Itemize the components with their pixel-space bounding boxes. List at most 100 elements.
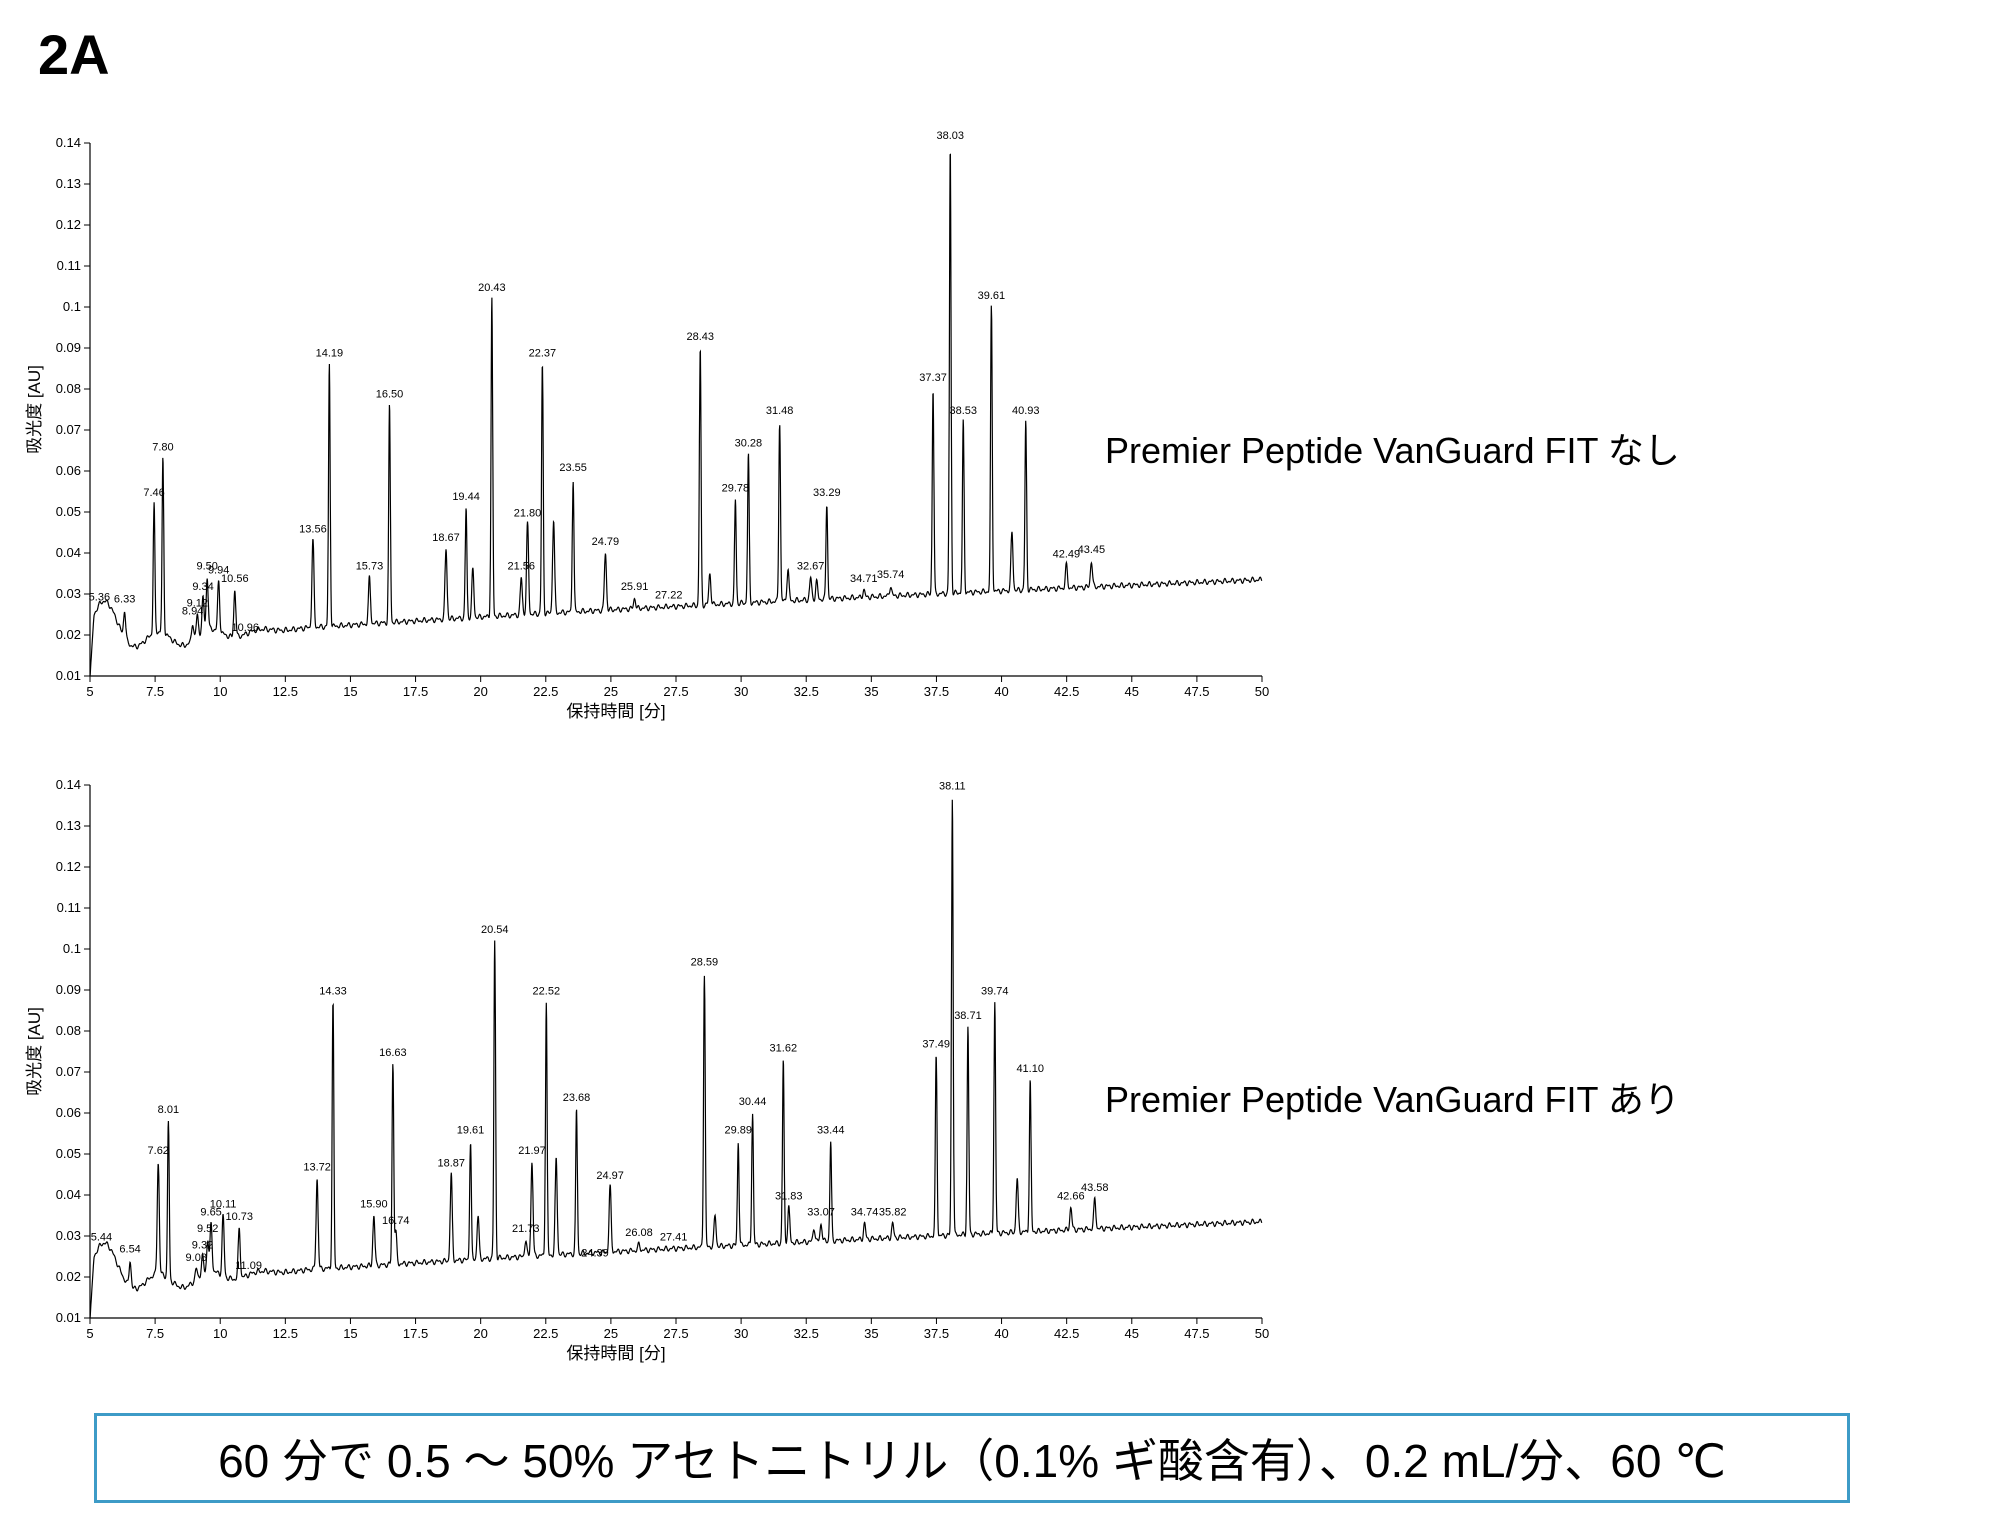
y-tick-label: 0.06	[56, 463, 81, 478]
y-tick-label: 0.08	[56, 1023, 81, 1038]
y-tick-label: 0.13	[56, 176, 81, 191]
peak-label: 5.44	[91, 1231, 112, 1243]
y-tick-label: 0.12	[56, 217, 81, 232]
y-tick-label: 0.06	[56, 1105, 81, 1120]
peak-label: 31.83	[775, 1190, 803, 1202]
y-tick-label: 0.04	[56, 1187, 81, 1202]
peak-label: 23.55	[559, 462, 587, 474]
peak-label: 42.66	[1057, 1190, 1085, 1202]
x-tick-label: 35	[864, 1326, 878, 1341]
peak-label: 21.97	[518, 1145, 546, 1157]
x-tick-label: 30	[734, 1326, 748, 1341]
peak-label: 21.80	[514, 507, 542, 519]
peak-label: 31.48	[766, 405, 794, 417]
peak-label: 38.53	[950, 405, 978, 417]
x-tick-label: 32.5	[794, 1326, 819, 1341]
peak-label: 22.52	[533, 985, 561, 997]
peak-label: 9.08	[186, 1252, 207, 1264]
peak-label: 24.79	[592, 536, 620, 548]
x-tick-label: 10	[213, 1326, 227, 1341]
peak-label: 33.07	[807, 1207, 835, 1219]
y-tick-label: 0.02	[56, 1269, 81, 1284]
peak-label: 15.90	[360, 1199, 388, 1211]
x-tick-label: 30	[734, 684, 748, 699]
x-tick-label: 20	[473, 1326, 487, 1341]
peak-label: 7.80	[152, 442, 173, 454]
y-tick-label: 0.01	[56, 1310, 81, 1325]
peak-label: 27.41	[660, 1231, 688, 1243]
peak-label: 30.44	[739, 1096, 767, 1108]
peak-label: 6.54	[119, 1244, 140, 1256]
x-tick-label: 50	[1255, 1326, 1269, 1341]
x-tick-label: 12.5	[273, 1326, 298, 1341]
y-tick-label: 0.05	[56, 504, 81, 519]
x-tick-label: 45	[1125, 684, 1139, 699]
peak-label: 39.61	[978, 290, 1006, 302]
y-tick-label: 0.03	[56, 1228, 81, 1243]
peak-label: 37.37	[919, 372, 947, 384]
peak-label: 27.22	[655, 589, 683, 601]
peak-label: 9.52	[197, 1223, 218, 1235]
peak-label: 34.71	[850, 573, 878, 585]
x-tick-label: 15	[343, 684, 357, 699]
y-tick-label: 0.05	[56, 1146, 81, 1161]
peak-label: 16.50	[376, 388, 404, 400]
peak-label: 19.61	[457, 1125, 485, 1137]
y-tick-label: 0.09	[56, 340, 81, 355]
y-tick-label: 0.13	[56, 818, 81, 833]
x-tick-label: 7.5	[146, 1326, 164, 1341]
x-tick-label: 25	[604, 684, 618, 699]
x-tick-label: 22.5	[533, 684, 558, 699]
peak-label: 20.43	[478, 282, 506, 294]
peak-label: 24.39	[581, 1248, 609, 1260]
x-tick-label: 50	[1255, 684, 1269, 699]
peak-label: 14.33	[319, 985, 347, 997]
peak-label: 39.74	[981, 985, 1009, 997]
x-tick-label: 20	[473, 684, 487, 699]
series-label: Premier Peptide VanGuard FIT あり	[1105, 1079, 1680, 1120]
peak-label: 7.62	[148, 1145, 169, 1157]
peak-label: 42.49	[1053, 548, 1081, 560]
peak-label: 10.11	[210, 1199, 237, 1211]
y-tick-label: 0.11	[57, 900, 81, 915]
y-tick-label: 0.11	[57, 258, 81, 273]
peak-label: 10.73	[225, 1211, 253, 1223]
y-tick-label: 0.08	[56, 381, 81, 396]
peak-label: 21.73	[512, 1223, 540, 1235]
x-tick-label: 12.5	[273, 684, 298, 699]
x-tick-label: 5	[86, 684, 93, 699]
x-tick-label: 17.5	[403, 684, 428, 699]
x-tick-label: 35	[864, 684, 878, 699]
x-tick-label: 10	[213, 684, 227, 699]
peak-label: 43.58	[1081, 1182, 1109, 1194]
x-tick-label: 25	[604, 1326, 618, 1341]
peak-label: 20.54	[481, 924, 509, 936]
x-tick-label: 22.5	[533, 1326, 558, 1341]
peak-label: 13.56	[299, 524, 327, 536]
conditions-text: 60 分で 0.5 ～ 50% アセトニトリル（0.1% ギ酸含有）、0.2 m…	[218, 1435, 1726, 1487]
peak-label: 43.45	[1078, 544, 1106, 556]
y-tick-label: 0.14	[56, 135, 81, 150]
peak-label: 8.01	[158, 1104, 179, 1116]
peak-label: 26.08	[625, 1227, 653, 1239]
x-tick-label: 37.5	[924, 684, 949, 699]
chromatogram-bottom: 0.01 0.02 0.03 0.04 0.05 0.06 0.07 0.08 0.09 0.1 0…	[25, 777, 1680, 1363]
peak-label: 13.72	[303, 1162, 331, 1174]
x-tick-label: 7.5	[146, 684, 164, 699]
peak-label: 16.63	[379, 1047, 407, 1059]
peak-label: 33.44	[817, 1125, 845, 1137]
y-axis-title: 吸光度 [AU]	[25, 365, 44, 454]
x-tick-label: 32.5	[794, 684, 819, 699]
peak-label: 11.09	[235, 1260, 262, 1272]
x-tick-label: 45	[1125, 1326, 1139, 1341]
peak-label: 25.91	[621, 581, 649, 593]
x-tick-label: 17.5	[403, 1326, 428, 1341]
peak-label: 29.78	[722, 483, 750, 495]
peak-label: 32.67	[797, 561, 825, 573]
peak-label: 7.46	[143, 487, 164, 499]
peak-label: 23.68	[563, 1092, 591, 1104]
x-tick-label: 27.5	[663, 1326, 688, 1341]
peak-label: 35.74	[877, 569, 905, 581]
y-tick-label: 0.09	[56, 982, 81, 997]
peak-label: 16.74	[382, 1215, 410, 1227]
